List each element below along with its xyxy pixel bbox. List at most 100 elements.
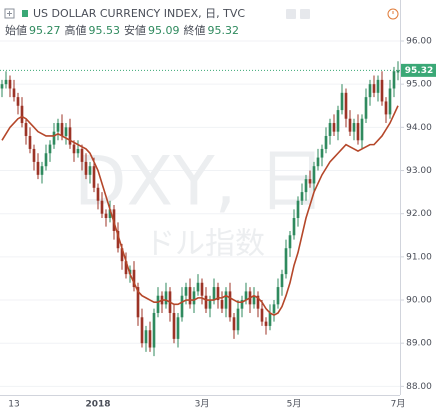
candle-body (208, 300, 212, 309)
candle-body (56, 123, 60, 132)
candle-body (0, 84, 4, 89)
candle-body (252, 295, 256, 305)
candle-body (100, 200, 104, 214)
y-tick-label: 88.00 (406, 382, 432, 392)
candle-body (92, 166, 96, 188)
candle-body (180, 295, 184, 318)
candle-body (136, 287, 140, 318)
candle-body (360, 118, 364, 141)
candle-body (164, 291, 168, 305)
candle-body (200, 282, 204, 296)
candle-body (324, 135, 328, 149)
candle-body (32, 148, 36, 162)
candle-body (28, 135, 32, 149)
candle-body (376, 79, 380, 93)
candle-body (104, 213, 108, 219)
legend: US DOLLAR CURRENCY INDEX, 日, TVC 始値 95.27… (4, 7, 399, 37)
candle-body (36, 161, 40, 175)
candle-body (344, 92, 348, 119)
candle-body (176, 317, 180, 339)
candle-body (116, 230, 120, 249)
candle-body (224, 291, 228, 309)
candle-body (220, 300, 224, 309)
y-tick-label: 93.00 (406, 166, 432, 176)
candle-body (88, 166, 92, 175)
candle-body (368, 84, 372, 98)
ohlc-label: 安値 (124, 23, 146, 37)
last-price-tag (401, 63, 436, 77)
candle-body (264, 321, 268, 326)
candle-body (192, 291, 196, 305)
candle-body (372, 84, 376, 93)
candle-body (388, 88, 392, 115)
y-tick-label: 95.00 (406, 80, 432, 90)
candle-body (48, 144, 52, 154)
x-tick-label: 3月 (195, 399, 210, 410)
settings-button[interactable] (286, 9, 296, 19)
candle-body (320, 148, 324, 158)
candle-body (8, 79, 12, 89)
ohlc-value: 95.27 (29, 24, 61, 37)
candle-body (284, 248, 288, 275)
candle-body (236, 308, 240, 331)
ohlc-value: 95.53 (89, 24, 121, 37)
candle-body (52, 131, 56, 145)
candle-body (96, 187, 100, 201)
candle-body (172, 312, 176, 339)
candle-body (312, 166, 316, 184)
candle-body (296, 200, 300, 219)
candle-body (280, 274, 284, 288)
candle-body (292, 218, 296, 236)
ohlc-label: 高値 (65, 23, 87, 37)
candle-body (352, 123, 356, 132)
candle-body (60, 123, 64, 136)
candle-body (308, 179, 312, 184)
x-tick-label: 13 (8, 400, 19, 410)
candle-body (288, 235, 292, 249)
y-tick-label: 90.00 (406, 296, 432, 306)
candle-body (108, 209, 112, 219)
x-tick-label: 5月 (287, 399, 302, 410)
candle-body (256, 295, 260, 309)
candle-body (232, 317, 236, 331)
candle-body (152, 312, 156, 348)
candle-body (392, 71, 396, 89)
y-tick-label: 96.00 (406, 37, 432, 47)
candle-body (40, 166, 44, 175)
candle-body (356, 123, 360, 141)
candle-body (228, 291, 232, 318)
candle-body (68, 127, 72, 145)
candle-body (396, 70, 400, 73)
candle-body (132, 269, 136, 288)
y-tick-label: 94.00 (406, 123, 432, 133)
candle-body (348, 118, 352, 132)
alert-icon[interactable] (387, 8, 399, 20)
candle-body (268, 312, 272, 326)
candle-body (304, 179, 308, 193)
candle-body (44, 153, 48, 167)
candle-body (244, 291, 248, 301)
y-tick-label: 89.00 (406, 339, 432, 349)
candle-body (204, 295, 208, 309)
candle-body (120, 248, 124, 262)
y-tick-label: 91.00 (406, 252, 432, 262)
candle-body (384, 101, 388, 115)
candle-body (188, 287, 192, 305)
candle-body (216, 287, 220, 301)
candle-body (144, 330, 148, 344)
candle-body (316, 157, 320, 167)
chart-title: US DOLLAR CURRENCY INDEX, 日, TVC (33, 7, 245, 20)
candle-body (340, 92, 344, 111)
close-button[interactable] (300, 9, 310, 19)
candle-body (272, 304, 276, 313)
candle-body (16, 97, 20, 106)
candle-body (84, 161, 88, 175)
watermark: DXY, 日 (74, 143, 326, 222)
ohlc-label: 終値 (184, 23, 206, 37)
candle-body (80, 148, 84, 162)
candle-body (140, 317, 144, 344)
candle-body (184, 287, 188, 296)
x-tick-label: 7月 (391, 399, 406, 410)
candle-body (332, 123, 336, 132)
